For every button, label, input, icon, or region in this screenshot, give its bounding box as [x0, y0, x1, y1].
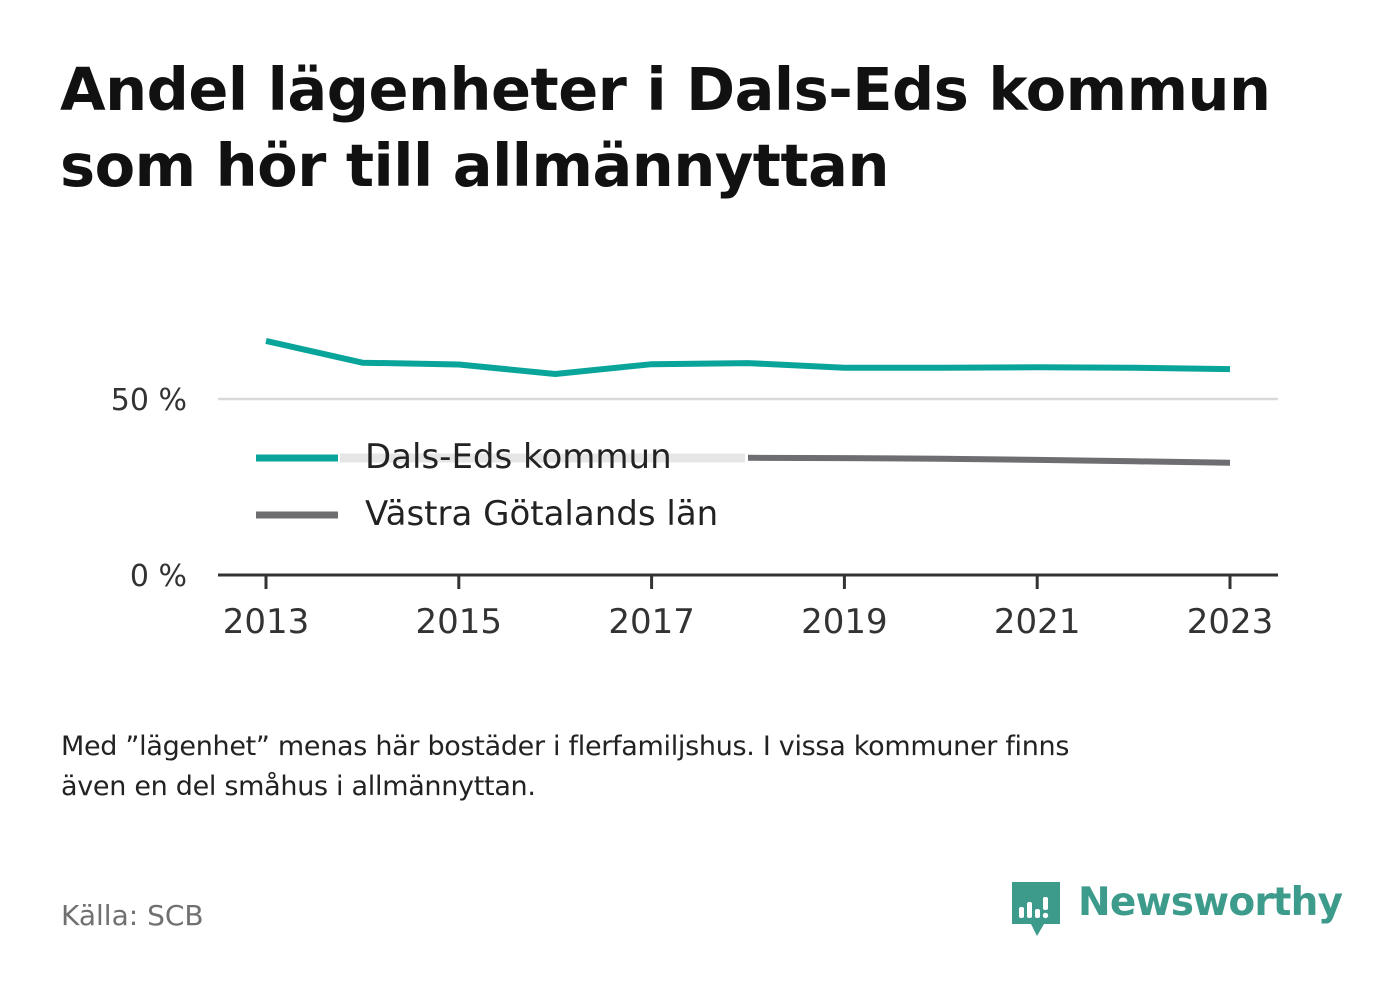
- series-line: [265, 337, 1231, 377]
- chart-note-line-2: även en del småhus i allmännyttan.: [61, 771, 536, 802]
- chart-title-line-2: som hör till allmännyttan: [60, 131, 890, 200]
- x-tick-label: 2013: [223, 602, 310, 642]
- x-tick-label: 2017: [608, 602, 695, 642]
- legend-label: Västra Götalands län: [365, 494, 718, 534]
- chart-title: Andel lägenheter i Dals-Eds kommun som h…: [60, 52, 1340, 204]
- line-chart: 0 % 50 % Dals-Eds kommun Västra Götalands l…: [111, 337, 1278, 642]
- chart-title-line-1: Andel lägenheter i Dals-Eds kommun: [60, 55, 1271, 124]
- newsworthy-wordmark: Newsworthy: [1078, 880, 1343, 925]
- x-tick-label: 2023: [1187, 602, 1274, 642]
- newsworthy-logo-icon: [1012, 882, 1060, 936]
- chart-note-line-1: Med ”lägenhet” menas här bostäder i fler…: [61, 731, 1070, 762]
- x-tick-label: 2019: [801, 602, 888, 642]
- x-tick-label: 2015: [416, 602, 503, 642]
- chart-note: Med ”lägenhet” menas här bostäder i fler…: [61, 727, 1321, 807]
- y-tick-label: 50 %: [111, 383, 187, 418]
- source-label: Källa: SCB: [61, 899, 204, 932]
- legend-label: Dals-Eds kommun: [365, 437, 672, 477]
- series-line: [747, 454, 1231, 466]
- x-tick-label: 2021: [994, 602, 1081, 642]
- y-tick-label: 0 %: [130, 559, 187, 594]
